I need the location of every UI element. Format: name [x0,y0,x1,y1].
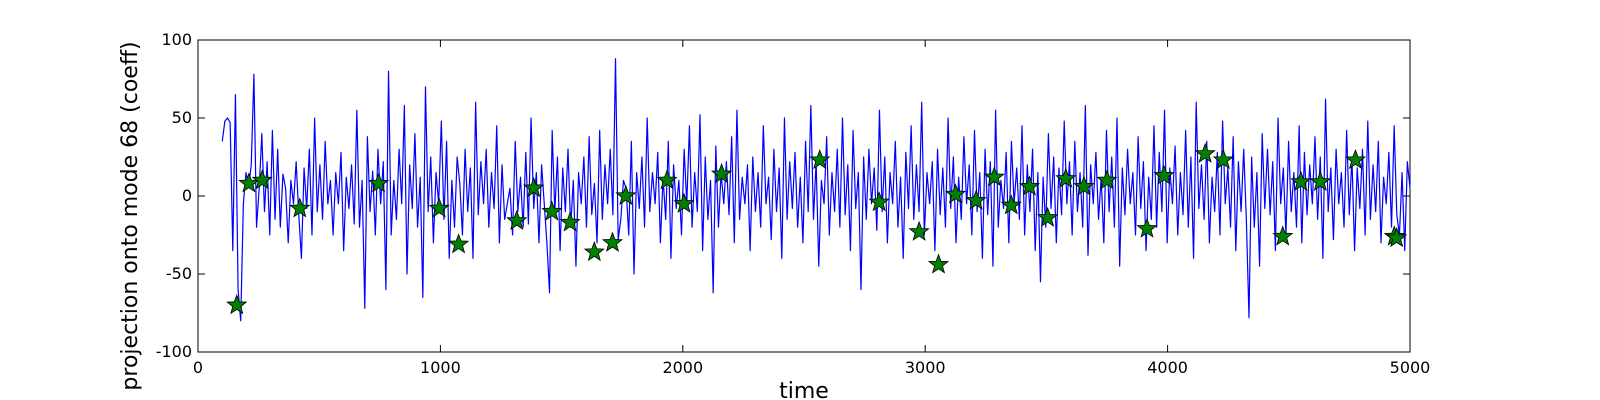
y-tick-label: 0 [182,186,192,205]
star-marker [1136,217,1158,238]
star-marker [1153,164,1175,185]
x-tick-label: 4000 [1147,358,1188,377]
star-marker [965,189,987,210]
star-marker [428,197,450,218]
x-tick-label: 2000 [662,358,703,377]
star-marker [673,192,695,213]
star-marker [983,166,1005,187]
star-marker [927,253,950,274]
star-marker [447,233,470,254]
star-marker [944,183,967,204]
star-marker [1194,142,1216,163]
star-marker [615,184,637,206]
star-marker [809,148,831,170]
y-tick-label: -50 [166,264,192,283]
x-tick-label: 1000 [420,358,461,377]
y-tick-label: 100 [161,30,192,49]
y-tick-label: 50 [172,108,192,127]
x-tick-label: 5000 [1390,358,1431,377]
star-marker [541,200,563,221]
star-marker [1386,226,1408,248]
star-marker [868,191,890,212]
star-marker [1037,206,1059,227]
star-marker [1212,148,1234,170]
x-axis-label: time [779,379,829,400]
star-marker [583,241,605,262]
star-marker [1073,175,1095,196]
star-marker [1096,169,1118,190]
star-marker [1272,225,1294,246]
series-line [221,58,1411,322]
star-marker [367,172,390,193]
star-marker [226,294,248,315]
x-tick-label: 3000 [905,358,946,377]
star-marker [523,177,545,198]
star-marker [656,169,678,190]
star-marker [1290,170,1312,191]
axis-ticks-layer: 0 1000 2000 3000 4000 5000 -100 -50 0 50 100 [156,30,1431,377]
star-marker [710,163,733,184]
star-marker [251,169,273,190]
star-marker [1309,170,1331,191]
x-tick-label: 0 [193,358,203,377]
star-marker [559,211,581,232]
star-marker [908,220,930,241]
star-marker [1018,175,1041,196]
star-marker [506,209,528,230]
series-line-layer [221,58,1411,322]
star-marker [601,231,624,252]
y-tick-label: -100 [156,342,192,361]
star-marker [289,197,311,218]
star-marker [1055,167,1077,188]
star-marker [1000,194,1022,215]
star-marker [1344,148,1367,170]
star-markers-layer [226,142,1408,315]
y-axis-label: projection onto mode 68 (coeff) [118,41,143,390]
